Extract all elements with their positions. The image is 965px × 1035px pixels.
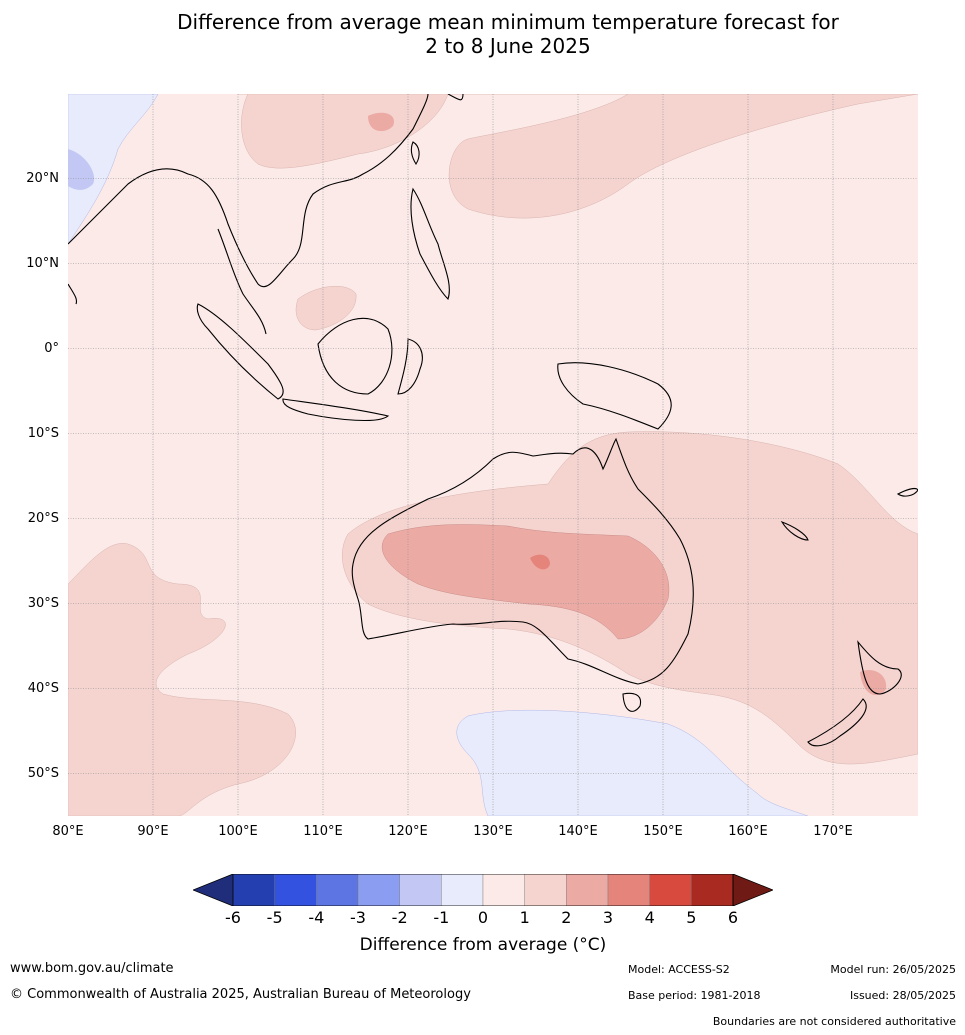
tasmania-coast: [622, 692, 642, 712]
new-caledonia-coast: [780, 520, 809, 541]
colorbar-segment: [482, 874, 525, 906]
colorbar-tick-label: 0: [477, 908, 489, 927]
colorbar-segment: [357, 874, 400, 906]
java-coast: [282, 398, 390, 422]
anomaly-1-2-china: [241, 94, 449, 169]
australia-coast: [351, 437, 694, 685]
taiwan-coast: [410, 141, 420, 166]
colorbar-segment: [649, 874, 692, 906]
nz-south-coast: [807, 698, 867, 747]
forecast-map: [68, 94, 918, 816]
colorbar-tick-label: 5: [686, 908, 697, 927]
colorbar-segment: [232, 874, 275, 906]
colorbar-outline: [232, 874, 734, 906]
colorbar-segment: [607, 874, 650, 906]
base-period: Base period: 1981-2018: [628, 989, 761, 1002]
fiji-coast: [896, 488, 918, 497]
lat-label-10s: 10°S: [27, 426, 59, 441]
anomaly-2-3-australia: [382, 524, 670, 640]
india-coast: [68, 283, 78, 305]
colorbar-tick-label: -5: [266, 908, 283, 927]
copyright-text: © Commonwealth of Australia 2025, Austra…: [10, 987, 471, 1002]
colorbar-segment: [274, 874, 317, 906]
new-guinea-coast: [557, 362, 672, 430]
anomaly-2-3-china-spot: [368, 112, 394, 132]
lon-label-90e: 90°E: [137, 824, 169, 839]
coastlines: [68, 94, 918, 747]
borneo-coast: [317, 317, 393, 395]
colorbar: [193, 874, 773, 906]
lat-label-30s: 30°S: [27, 596, 59, 611]
colorbar-tick-label: -6: [225, 908, 241, 927]
colorbar-tick-label: 6: [727, 908, 739, 927]
colorbar-segment: [524, 874, 567, 906]
anomaly-2-3-nz: [860, 669, 887, 696]
colorbar-segment: [691, 874, 734, 906]
japan-coast: [447, 94, 464, 101]
colorbar-tick-label: 1: [519, 908, 530, 927]
anomaly-1-2-nw-pacific: [238, 94, 918, 219]
boundaries-disclaimer: Boundaries are not considered authoritat…: [712, 1015, 956, 1028]
anomaly-neg2-neg1-tibet: [68, 149, 95, 190]
nz-north-coast: [857, 640, 902, 695]
lon-label-160e: 160°E: [728, 824, 768, 839]
colorbar-tick-label: 4: [644, 908, 655, 927]
model-name: Model: ACCESS-S2: [628, 963, 730, 976]
sulawesi-coast: [397, 338, 423, 395]
colorbar-tick-label: 2: [561, 908, 572, 927]
model-run-date: Model run: 26/05/2025: [830, 963, 956, 976]
lon-label-110e: 110°E: [303, 824, 343, 839]
anomaly-neg1-0-himalaya: [68, 94, 159, 245]
anomaly-1-2-southchinasea: [295, 285, 357, 331]
asia-mainland-coast: [68, 94, 429, 287]
lon-label-120e: 120°E: [388, 824, 428, 839]
lat-label-0: 0°: [44, 341, 59, 356]
title-line-1: Difference from average mean minimum tem…: [177, 10, 839, 34]
anomaly-1-2-south-indian: [68, 543, 296, 816]
graticule: [68, 94, 918, 816]
malay-peninsula-coast: [217, 228, 267, 335]
lon-label-150e: 150°E: [643, 824, 683, 839]
colorbar-segment: [316, 874, 359, 906]
lon-label-100e: 100°E: [218, 824, 258, 839]
philippines-coast: [410, 187, 450, 301]
lon-label-130e: 130°E: [473, 824, 513, 839]
colorbar-segment: [566, 874, 609, 906]
lon-label-170e: 170°E: [813, 824, 853, 839]
colorbar-extend-max: [732, 874, 773, 906]
lat-label-10n: 10°N: [26, 256, 59, 271]
colorbar-extend-min: [193, 874, 234, 906]
anomaly-3-4-central-australia: [530, 554, 550, 570]
anomaly-neg1-0-southern-ocean: [456, 709, 809, 816]
colorbar-segment: [441, 874, 484, 906]
colorbar-tick-label: -4: [308, 908, 325, 927]
lat-label-20s: 20°S: [27, 511, 59, 526]
map-title: Difference from average mean minimum tem…: [0, 10, 965, 58]
sumatra-coast: [196, 303, 284, 400]
colorbar-label: Difference from average (°C): [359, 935, 607, 955]
lat-label-50s: 50°S: [27, 766, 59, 781]
colorbar-segment: [399, 874, 442, 906]
colorbar-tick-label: -3: [350, 908, 366, 927]
lat-label-20n: 20°N: [26, 171, 59, 186]
colorbar-tick-label: -1: [433, 908, 450, 927]
colorbar-tick-label: 3: [602, 908, 614, 927]
issued-date: Issued: 28/05/2025: [849, 989, 956, 1002]
title-line-2: 2 to 8 June 2025: [425, 34, 591, 58]
lat-label-40s: 40°S: [27, 681, 59, 696]
colorbar-tick-label: -2: [391, 908, 408, 927]
lon-label-80e: 80°E: [52, 824, 84, 839]
website-link[interactable]: www.bom.gov.au/climate: [10, 961, 174, 976]
lon-label-140e: 140°E: [558, 824, 598, 839]
